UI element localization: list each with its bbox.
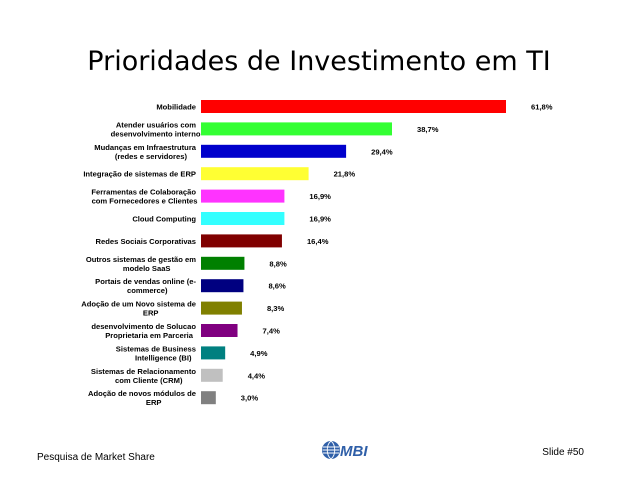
value-label-7: 8,8% (269, 259, 287, 268)
bar-13 (201, 391, 216, 405)
value-label-9: 8,3% (267, 304, 285, 313)
logo-wordmark: MBI (340, 443, 368, 460)
bar-8 (201, 279, 244, 293)
category-label-1-line-1: desenvolvimento interno (111, 129, 201, 138)
category-label-0-line-0: Mobilidade (156, 103, 196, 112)
bar-chart: 61,8% Mobilidade 38,7% Atender usuários com… (81, 100, 553, 407)
category-label-4-line-1: com Fornecedores e Clientes (92, 197, 198, 206)
category-label-12-line-0: Sistemas de Relacionamento (91, 367, 196, 376)
category-label-1: Atender usuários com desenvolvimento inte… (111, 120, 201, 138)
bar-12 (201, 368, 223, 382)
category-label-11-line-1: Intelligence (BI) (135, 353, 192, 362)
bar-3 (201, 167, 309, 181)
mbi-logo: MBI (322, 440, 368, 460)
slide-number: Slide #50 (542, 447, 584, 458)
value-label-3: 21,8% (334, 170, 356, 179)
category-label-3: Integração de sistemas de ERP (83, 170, 196, 179)
value-label-0: 61,8% (531, 103, 553, 112)
category-label-12: Sistemas de Relacionamento com Cliente (C… (91, 367, 196, 385)
value-label-11: 4,9% (250, 349, 268, 358)
category-label-10-line-1: Proprietaria em Parceria (105, 331, 194, 340)
bar-1 (201, 122, 392, 136)
category-label-13-line-1: ERP (146, 398, 162, 407)
bar-2 (201, 144, 347, 158)
value-label-10: 7,4% (263, 327, 281, 336)
category-label-8: Portais de vendas online (e-commerce) (95, 277, 196, 295)
category-label-6: Redes Sociais Corporativas (96, 237, 196, 246)
category-label-10-line-0: desenvolvimento de Solucao (91, 322, 196, 331)
value-label-12: 4,4% (248, 371, 266, 380)
bar-5 (201, 212, 285, 225)
category-label-0: Mobilidade (156, 103, 196, 112)
category-label-9-line-0: Adoção de um Novo sistema de (81, 300, 196, 309)
value-label-8: 8,6% (268, 282, 286, 291)
value-label-13: 3,0% (241, 394, 259, 403)
value-label-5: 16,9% (309, 215, 331, 224)
value-label-6: 16,4% (307, 237, 329, 246)
category-label-5: Cloud Computing (132, 215, 196, 224)
category-label-4: Ferramentas de Colaboração com Fornecedor… (91, 188, 197, 206)
category-label-13-line-0: Adoção de novos módulos de (88, 389, 196, 398)
globe-icon (322, 440, 340, 460)
bar-6 (201, 234, 282, 248)
category-label-9: Adoção de um Novo sistema de ERP (81, 300, 196, 318)
category-label-2: Mudanças em Infraestrutura (redes e servi… (94, 143, 196, 161)
category-label-3-line-0: Integração de sistemas de ERP (83, 170, 196, 179)
value-label-1: 38,7% (417, 125, 439, 134)
category-label-1-line-0: Atender usuários com (116, 120, 196, 129)
bar-0 (201, 100, 506, 113)
footer-source-label: Pesquisa de Market Share (37, 452, 155, 463)
category-label-8-line-1: commerce) (127, 286, 168, 295)
category-label-7-line-0: Outros sistemas de gestão em (86, 255, 196, 264)
bar-9 (201, 301, 242, 315)
category-label-11: Sistemas de Business Intelligence (BI) (116, 344, 196, 362)
value-label-2: 29,4% (371, 147, 393, 156)
category-label-7-line-1: modelo SaaS (123, 264, 171, 273)
category-label-10: desenvolvimento de Solucao Proprietaria e… (91, 322, 196, 340)
bar-7 (201, 256, 245, 270)
category-label-6-line-0: Redes Sociais Corporativas (96, 237, 196, 246)
category-label-7: Outros sistemas de gestão em modelo SaaS (86, 255, 196, 273)
category-label-5-line-0: Cloud Computing (132, 215, 196, 224)
bar-11 (201, 346, 226, 360)
category-label-11-line-0: Sistemas de Business (116, 344, 196, 353)
category-label-12-line-1: com Cliente (CRM) (115, 376, 183, 385)
category-label-8-line-0: Portais de vendas online (e- (95, 277, 196, 286)
chart-title: Prioridades de Investimento em TI (87, 46, 551, 77)
category-label-13: Adoção de novos módulos de ERP (88, 389, 196, 407)
bar-10 (201, 324, 238, 337)
category-label-9-line-1: ERP (143, 309, 159, 318)
category-label-2-line-1: (redes e servidores) (115, 152, 188, 161)
category-label-4-line-0: Ferramentas de Colaboração (91, 188, 196, 197)
value-label-4: 16,9% (309, 192, 331, 201)
bar-4 (201, 189, 285, 203)
category-label-2-line-0: Mudanças em Infraestrutura (94, 143, 196, 152)
